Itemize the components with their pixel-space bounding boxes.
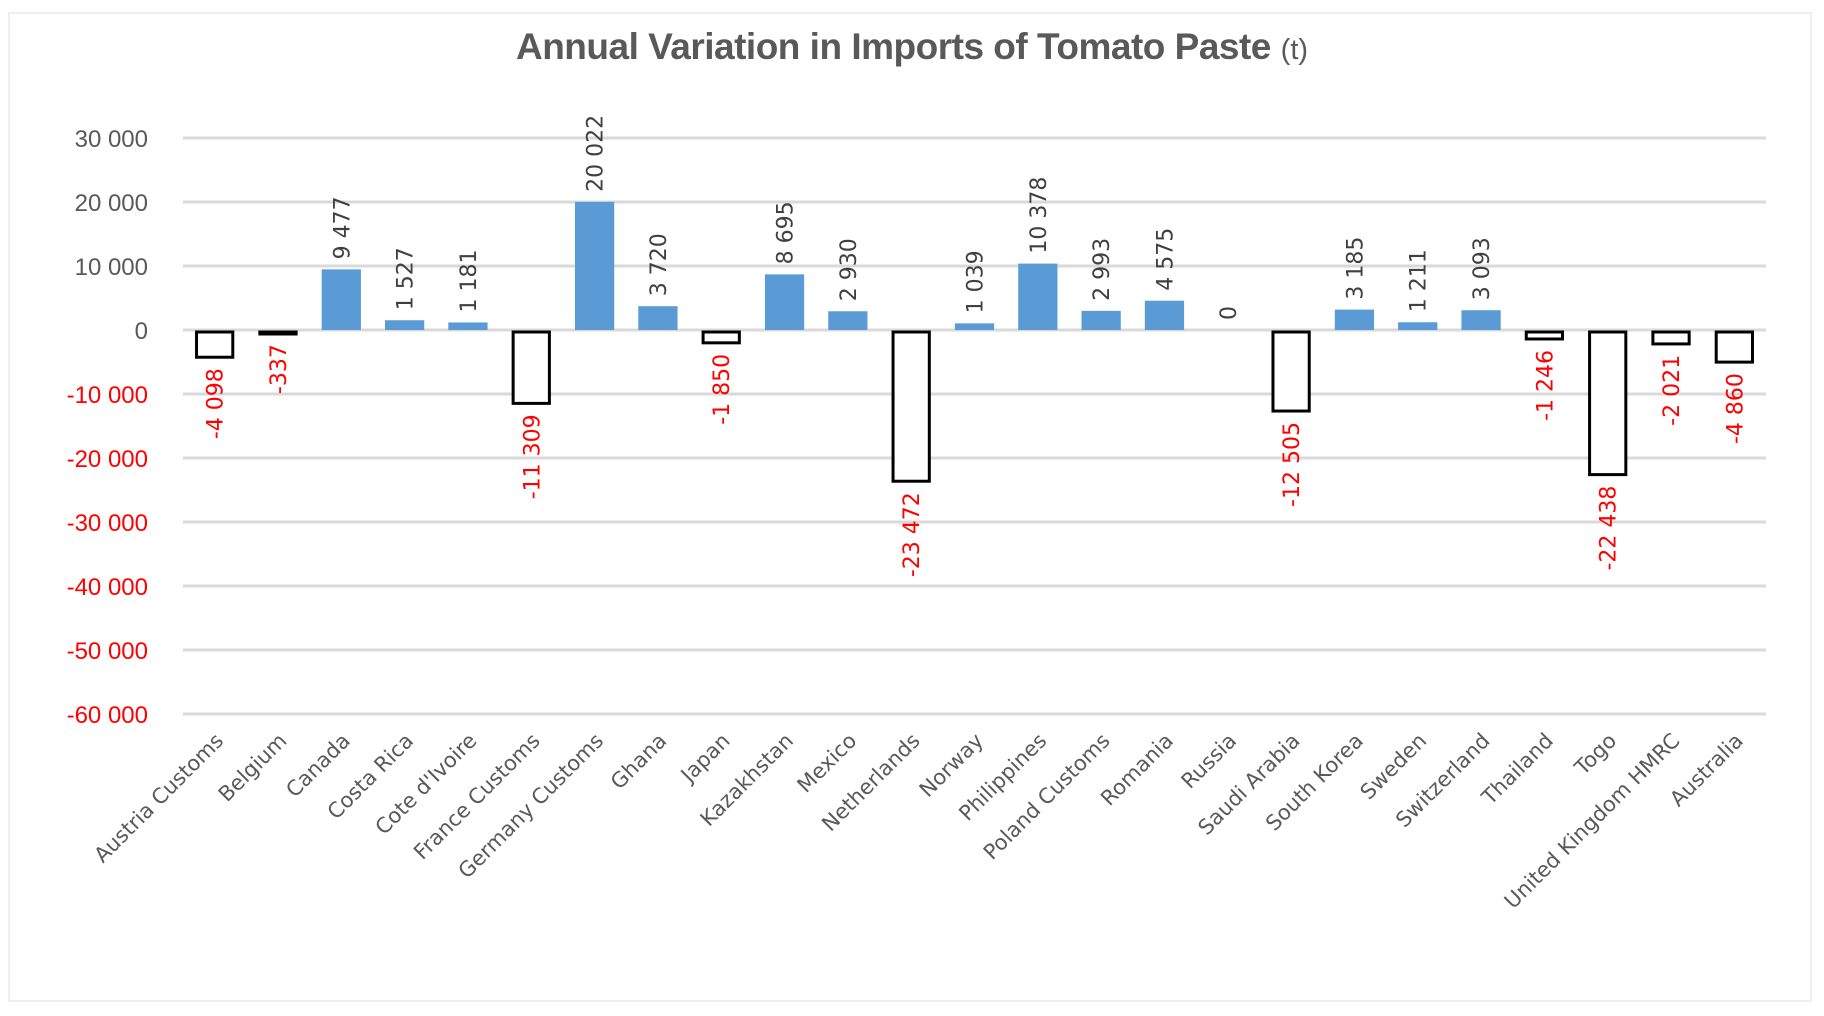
data-label: 3 185 [1343, 237, 1368, 300]
data-label: -23 472 [900, 492, 925, 577]
bar [1081, 310, 1121, 330]
data-label: 1 039 [964, 250, 989, 313]
y-tick-label: 10 000 [75, 254, 148, 281]
data-label: 4 575 [1153, 228, 1178, 291]
bar [701, 330, 741, 345]
x-tick-label: Togo [1569, 729, 1621, 781]
bar [1524, 330, 1565, 341]
y-tick-label: -30 000 [67, 510, 148, 537]
bar [574, 201, 615, 330]
x-tick-label: Austria Customs [89, 729, 228, 868]
bar [1714, 330, 1754, 364]
bars [195, 201, 1754, 483]
data-label: 2 993 [1090, 238, 1115, 301]
bar [258, 330, 298, 336]
bar [638, 306, 678, 330]
y-tick-label: -10 000 [67, 382, 148, 409]
chart-title-unit: (t) [1280, 34, 1309, 66]
chart-title: Annual Variation in Imports of Tomato Pa… [0, 26, 1824, 68]
data-label: -2 021 [1660, 355, 1685, 426]
data-label: 0 [1217, 306, 1242, 320]
y-tick-label: 0 [135, 318, 148, 345]
x-tick-label: Ghana [606, 729, 672, 795]
data-label: 2 930 [837, 238, 862, 301]
bar [1334, 309, 1375, 330]
bar [384, 320, 425, 330]
data-label: -1 850 [710, 354, 735, 425]
data-label: -4 098 [204, 368, 229, 439]
bar [891, 330, 931, 483]
data-label: 1 211 [1407, 249, 1432, 312]
data-label: -22 438 [1597, 486, 1622, 571]
data-label: 1 527 [394, 247, 419, 310]
y-tick-label: -50 000 [67, 638, 148, 665]
y-tick-label: -20 000 [67, 446, 148, 473]
data-label: 3 093 [1470, 237, 1495, 300]
y-tick-label: -60 000 [67, 702, 148, 729]
data-label: 10 378 [1027, 177, 1052, 254]
data-label: 3 720 [647, 233, 672, 296]
bar [1651, 330, 1691, 346]
data-labels: -4 098 -337 9 477 1 527 1 181 -11 309 20 022 3 … [204, 115, 1749, 577]
data-label: -337 [267, 344, 292, 394]
bar [1144, 300, 1185, 330]
data-label: 1 181 [457, 249, 482, 312]
y-tick-label: 20 000 [75, 190, 148, 217]
bar [1588, 330, 1628, 477]
gridlines [183, 136, 1766, 716]
bar [195, 330, 235, 359]
y-tick-label: -40 000 [67, 574, 148, 601]
bar [828, 311, 868, 330]
data-label: -12 505 [1280, 422, 1305, 507]
x-tick-label: Japan [675, 729, 735, 789]
chart-title-text: Annual Variation in Imports of Tomato Pa… [515, 26, 1271, 67]
x-tick-label: Belgium [214, 729, 292, 807]
bar [1398, 322, 1438, 330]
bar [764, 274, 805, 330]
data-label: -11 309 [520, 414, 545, 499]
bar [1461, 310, 1501, 330]
data-label: 20 022 [584, 115, 609, 192]
bar [511, 330, 551, 405]
bar [1271, 330, 1311, 413]
bar [321, 269, 361, 330]
y-axis-ticks: 30 000 20 000 10 000 0 -10 000 -20 000 -30 000… [67, 126, 148, 729]
bar [448, 322, 488, 330]
bar [954, 323, 995, 330]
data-label: -1 246 [1533, 350, 1558, 421]
bar [1018, 263, 1058, 330]
data-label: 9 477 [330, 196, 355, 259]
data-label: -4 860 [1723, 373, 1748, 444]
chart-area [8, 12, 1812, 1002]
data-label: 8 695 [774, 201, 799, 264]
y-tick-label: 30 000 [75, 126, 148, 153]
